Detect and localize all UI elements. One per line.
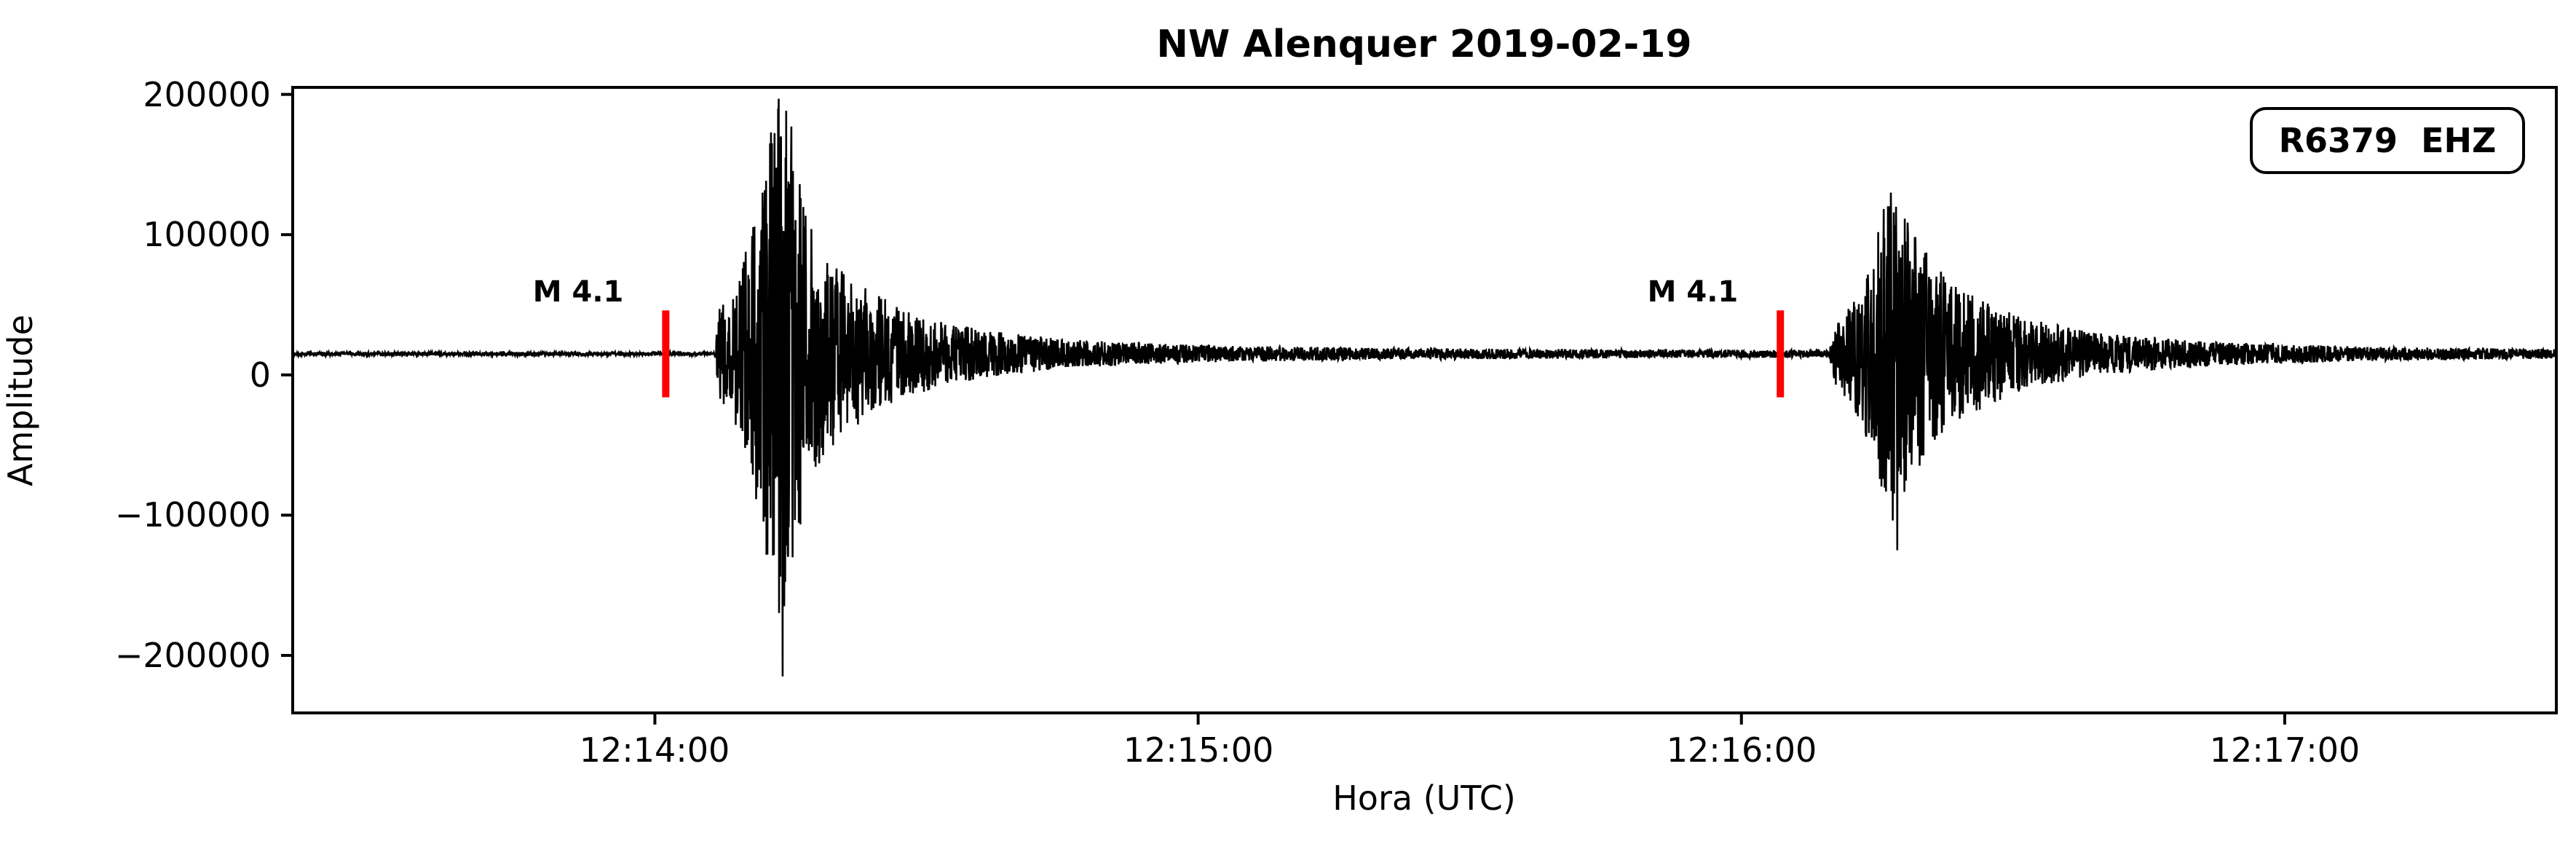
event-markers: M 4.1 M 4.1	[533, 275, 1785, 398]
x-axis-label: Hora (UTC)	[1332, 778, 1516, 818]
y-tick-label: 0	[250, 355, 271, 395]
legend: R6379 EHZ	[2250, 107, 2525, 174]
x-tick-label: 12:15:00	[1123, 730, 1274, 770]
trace-polyline	[292, 98, 2558, 677]
plot-area	[291, 86, 2558, 714]
waveform-trace	[292, 98, 2558, 677]
x-tick-label: 12:16:00	[1667, 730, 1817, 770]
x-axis-tick-labels: 12:14:00 12:15:00 12:16:00 12:17:00	[580, 730, 2360, 770]
event-marker-label: M 4.1	[1648, 275, 1739, 309]
y-tick-label: 100000	[143, 215, 271, 254]
legend-box	[2250, 107, 2525, 174]
x-axis-ticks	[653, 713, 2286, 725]
chart-title: NW Alenquer 2019-02-19	[1156, 23, 1691, 66]
event-marker-label: M 4.1	[533, 275, 624, 309]
x-tick-label: 12:17:00	[2210, 730, 2360, 770]
y-axis-ticks	[281, 92, 293, 658]
y-axis-label: Amplitude	[1, 315, 40, 486]
y-tick-label: −100000	[115, 495, 271, 535]
y-tick-label: −200000	[115, 636, 271, 675]
y-tick-label: 200000	[143, 75, 271, 114]
y-axis-tick-labels: 200000 100000 0 −100000 −200000	[115, 75, 271, 675]
legend-label: R6379 EHZ	[2279, 121, 2497, 160]
x-tick-label: 12:14:00	[580, 730, 730, 770]
